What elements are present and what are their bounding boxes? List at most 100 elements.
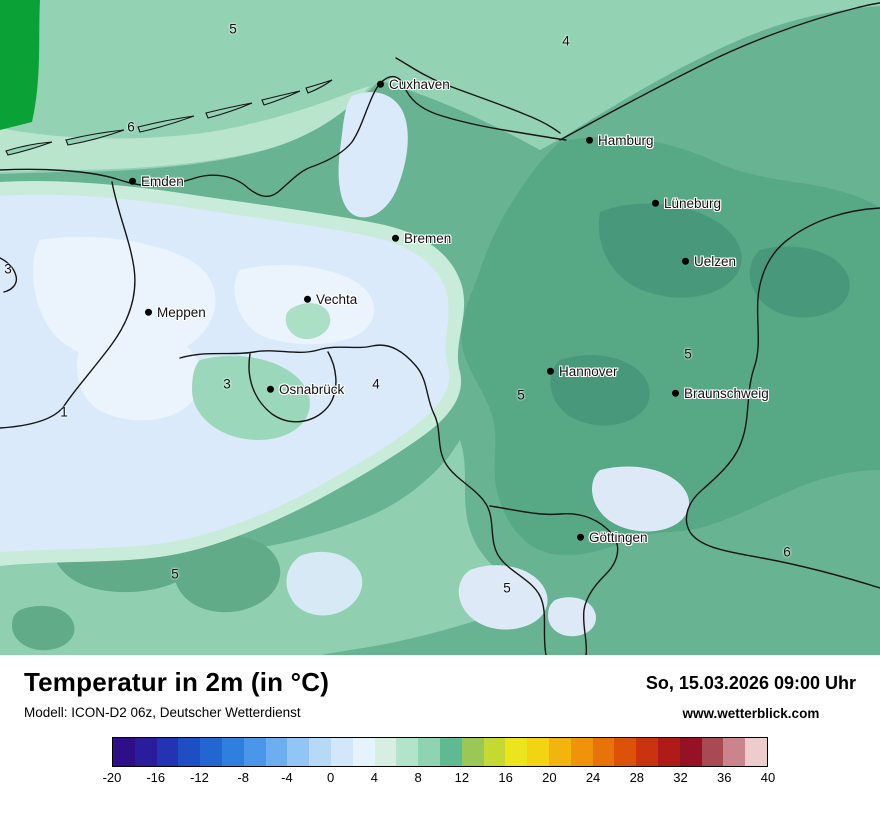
temperature-value-label: 6	[783, 544, 791, 560]
page-title: Temperatur in 2m (in °C)	[24, 667, 330, 697]
region-ice-1	[33, 236, 216, 363]
city-label: Emden	[141, 173, 184, 189]
temperature-map: 5 4 6 3 1 3 4 5 5 5 5 6 Cuxhaven Hamburg Emden Lünebur…	[0, 0, 880, 655]
legend-tick: 0	[327, 770, 335, 785]
city-marker: Uelzen	[682, 254, 736, 269]
city-dot	[145, 308, 152, 316]
legend-tick: -16	[146, 770, 166, 785]
city-label: Göttingen	[589, 529, 648, 545]
temperature-value-label: 5	[171, 566, 179, 582]
map-islands	[5, 79, 333, 156]
city-label: Vechta	[316, 291, 358, 307]
footer-left-column: Temperatur in 2m (in °C) Modell: ICON-D2…	[24, 667, 329, 720]
legend-tick: 32	[673, 770, 688, 785]
temperature-value-label: 5	[517, 387, 525, 403]
legend-color-segment	[418, 738, 440, 766]
region-southwest-dark-3	[12, 605, 75, 651]
legend-tick: 12	[454, 770, 470, 785]
region-pale-south-center	[286, 551, 363, 616]
legend-color-segment	[330, 738, 353, 766]
temperature-value-label: 4	[372, 376, 380, 392]
map-borders	[0, 2, 880, 655]
city-dot	[129, 177, 136, 185]
legend-color-segment	[483, 738, 506, 766]
eastern-border-path	[685, 207, 880, 589]
legend-color-segment	[243, 738, 266, 766]
goettingen-border-path	[489, 505, 619, 655]
region-dutch-coast	[0, 0, 40, 130]
temperature-value-label: 3	[223, 376, 231, 392]
city-dot	[377, 80, 384, 88]
legend-color-segment	[439, 738, 462, 766]
legend-color-segment	[178, 738, 201, 766]
city-label: Hannover	[559, 363, 618, 379]
dutch-border-path	[0, 181, 136, 429]
legend-color-segment	[287, 738, 310, 766]
city-marker: Cuxhaven	[377, 77, 450, 92]
legend-color-segment	[636, 738, 658, 766]
legend-color-segment	[221, 738, 244, 766]
legend-color-segment	[156, 738, 179, 766]
temperature-value-label: 4	[562, 33, 570, 49]
legend-color-segment	[396, 738, 419, 766]
legend-color-segment	[745, 738, 767, 766]
city-marker: Meppen	[145, 305, 206, 320]
schleswig-holstein-border-path	[559, 2, 880, 141]
legend-tick: -8	[237, 770, 249, 785]
legend-tick-labels: -20 -16 -12 -8 -4 0 4 8 12 16 20 24 28 32 36 40	[103, 770, 776, 790]
osnabrueck-border-path	[248, 351, 337, 423]
temperature-value-label: 3	[4, 261, 12, 277]
legend-color-segment	[374, 738, 397, 766]
city-label: Cuxhaven	[389, 76, 450, 92]
legend-color-segment	[592, 738, 615, 766]
temperature-value-label: 5	[503, 580, 511, 596]
southern-border-path	[179, 344, 547, 655]
city-dot	[267, 385, 274, 393]
city-label: Osnabrück	[279, 381, 345, 397]
island-5	[261, 90, 301, 106]
city-marker: Bremen	[392, 231, 451, 246]
footer-right-column: So, 15.03.2026 09:00 Uhr www.wetterblick…	[646, 667, 856, 721]
temperature-value-label: 6	[127, 119, 135, 135]
dutch-border-spur-path	[0, 257, 18, 293]
legend-color-segment	[352, 738, 375, 766]
city-dot	[652, 199, 659, 207]
footer-panel: Temperatur in 2m (in °C) Modell: ICON-D2…	[0, 655, 880, 830]
legend-tick: -4	[281, 770, 293, 785]
city-label: Uelzen	[694, 253, 737, 269]
legend-tick: 40	[760, 770, 776, 785]
legend-tick: 24	[585, 770, 601, 785]
region-southwest	[0, 440, 540, 655]
legend-color-segment	[679, 738, 702, 766]
city-marker: Braunschweig	[672, 386, 769, 401]
city-dot	[392, 234, 399, 242]
city-label: Lüneburg	[664, 195, 722, 211]
city-dot	[672, 389, 679, 397]
island-6	[305, 79, 333, 94]
footer-header-row: Temperatur in 2m (in °C) Modell: ICON-D2…	[24, 667, 856, 721]
island-4	[205, 102, 253, 119]
city-label: Hamburg	[598, 132, 654, 148]
legend-color-segment	[309, 738, 331, 766]
city-dot	[682, 257, 689, 265]
website-label: www.wetterblick.com	[682, 706, 820, 721]
region-east-darker-3	[550, 355, 650, 426]
region-southwest-dark-2	[173, 534, 281, 613]
city-label: Bremen	[404, 230, 452, 246]
legend-color-segment	[505, 738, 528, 766]
city-label: Meppen	[157, 304, 206, 320]
legend-tick: 8	[414, 770, 422, 785]
legend-color-segment	[527, 738, 549, 766]
region-east-darker-2	[749, 246, 850, 318]
city-marker: Hannover	[547, 364, 618, 379]
temperature-legend: -20 -16 -12 -8 -4 0 4 8 12 16 20 24 28 32 36 40	[103, 737, 776, 790]
elbe-north-bank-path	[395, 57, 561, 134]
region-vechta-green	[285, 303, 331, 340]
legend-tick: -12	[190, 770, 209, 785]
model-info: Modell: ICON-D2 06z, Deutscher Wetterdie…	[24, 705, 301, 720]
legend-color-segment	[200, 738, 222, 766]
legend-tick: 4	[370, 770, 379, 785]
legend-color-segment	[614, 738, 637, 766]
datetime-label: So, 15.03.2026 09:00 Uhr	[645, 673, 856, 693]
